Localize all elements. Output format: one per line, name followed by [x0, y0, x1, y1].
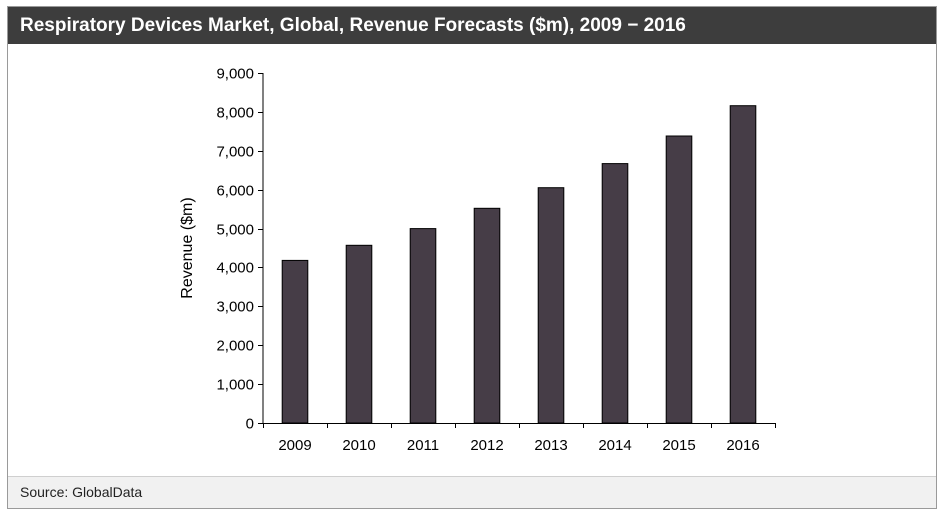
- bar-2016: [729, 105, 757, 424]
- y-tick-label: 1,000: [216, 377, 254, 394]
- chart-panel: Respiratory Devices Market, Global, Reve…: [7, 6, 937, 509]
- y-tick-label: 3,000: [216, 299, 254, 316]
- x-tick-label: 2016: [726, 437, 759, 454]
- x-tick-label: 2014: [598, 437, 631, 454]
- x-axis: 2009 2010 2011 2012 2013 2014 2015 2016: [263, 423, 776, 454]
- bar-chart: 0 1,000 2,000 3,000 4,000 5,000 6,000 7,000 8,00…: [179, 66, 776, 454]
- y-tick-label: 8,000: [216, 105, 254, 122]
- x-tick-label: 2011: [407, 437, 439, 454]
- y-tick-label: 4,000: [216, 260, 254, 277]
- y-tick-label: 0: [246, 416, 254, 433]
- x-tick-label: 2012: [470, 437, 503, 454]
- bar-2010: [345, 244, 373, 424]
- bars: [281, 105, 757, 424]
- chart-title: Respiratory Devices Market, Global, Reve…: [8, 7, 936, 44]
- y-tick-label: 7,000: [216, 144, 254, 161]
- bar-2009: [281, 259, 309, 424]
- x-tick-label: 2015: [662, 437, 695, 454]
- y-tick-label: 2,000: [216, 338, 254, 355]
- y-axis-title: Revenue ($m): [179, 197, 196, 298]
- y-tick-label: 5,000: [216, 222, 254, 239]
- y-axis: 0 1,000 2,000 3,000 4,000 5,000 6,000 7,000 8,00…: [216, 66, 264, 433]
- bar-2015: [665, 135, 693, 424]
- y-tick-label: 9,000: [216, 66, 254, 83]
- x-tick-label: 2010: [342, 437, 375, 454]
- x-tick-label: 2009: [278, 437, 311, 454]
- bar-2014: [601, 163, 629, 424]
- bar-2012: [473, 207, 501, 424]
- y-tick-label: 6,000: [216, 183, 254, 200]
- bar-2013: [537, 187, 565, 424]
- source-note: Source: GlobalData: [8, 476, 936, 508]
- x-tick-label: 2013: [534, 437, 567, 454]
- bar-2011: [409, 228, 437, 424]
